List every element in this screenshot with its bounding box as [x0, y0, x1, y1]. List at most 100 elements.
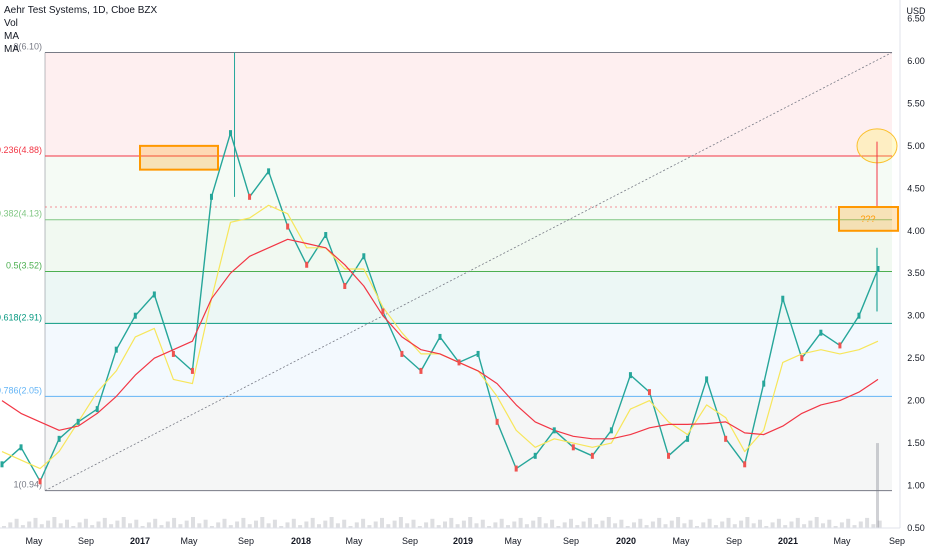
volume-bar	[58, 523, 63, 528]
volume-bar	[632, 522, 636, 528]
fib-zone	[45, 156, 892, 220]
volume-bar	[298, 525, 303, 528]
volume-bar	[222, 518, 227, 528]
volume-bar	[128, 523, 132, 528]
volume-bar	[2, 526, 6, 528]
price-point	[0, 461, 4, 468]
volume-bar	[291, 518, 296, 528]
volume-bar	[506, 525, 510, 528]
volume-bar	[361, 518, 366, 528]
volume-bar	[449, 517, 454, 528]
volume-bar	[474, 523, 479, 528]
y-tick-label: 5.00	[907, 141, 925, 151]
volume-bar	[417, 526, 422, 528]
chart-title: Aehr Test Systems, 1D, Cboe BZX	[4, 5, 158, 16]
volume-bar	[638, 518, 643, 528]
volume-bar	[71, 526, 76, 528]
volume-bar	[392, 520, 397, 528]
volume-bar	[877, 520, 882, 528]
y-tick-label: 4.00	[907, 226, 925, 236]
volume-bar	[46, 520, 51, 528]
volume-bar	[348, 526, 353, 528]
volume-bar	[468, 517, 473, 528]
volume-bar	[115, 520, 120, 528]
volume-bar	[77, 522, 82, 528]
price-point	[457, 359, 461, 366]
x-tick-label: 2017	[130, 536, 150, 546]
price-point	[362, 253, 366, 260]
volume-bar	[814, 517, 819, 528]
volume-bar	[304, 521, 309, 528]
price-point	[781, 295, 785, 302]
volume-bar	[821, 523, 825, 528]
volume-bar	[254, 520, 258, 528]
volume-bar	[556, 526, 561, 528]
volume-bar	[134, 519, 139, 528]
currency-label: USD	[906, 6, 926, 16]
volume-bar	[688, 519, 693, 528]
volume-bar	[739, 520, 744, 528]
volume-bar	[827, 519, 832, 528]
y-tick-label: 1.00	[907, 481, 925, 491]
price-point	[686, 435, 690, 442]
fib-zone	[45, 396, 892, 491]
volume-bar	[260, 517, 265, 528]
x-tick-label: May	[25, 536, 43, 546]
volume-bar	[600, 520, 605, 528]
price-axis-background	[900, 0, 932, 550]
volume-bar	[191, 517, 195, 528]
price-point	[705, 376, 709, 383]
volume-bar	[14, 518, 19, 528]
price-point	[95, 406, 99, 413]
volume-bar	[846, 518, 851, 528]
price-point	[514, 465, 518, 472]
volume-bar	[531, 520, 536, 528]
price-point	[305, 261, 309, 268]
volume-bar	[676, 517, 681, 528]
volume-bar	[178, 524, 183, 528]
volume-bar	[203, 519, 208, 528]
price-point	[76, 418, 80, 425]
volume-bar	[613, 523, 618, 528]
volume-bar	[109, 524, 114, 528]
volume-bar	[537, 517, 542, 528]
volume-bar	[411, 519, 416, 528]
price-point	[133, 312, 137, 319]
fib-level-label: 1(0.94)	[13, 480, 42, 490]
volume-bar	[518, 517, 523, 528]
volume-bar	[839, 522, 844, 528]
volume-bar	[83, 518, 88, 528]
volume-bar	[209, 526, 214, 528]
x-tick-label: May	[833, 536, 851, 546]
volume-bar	[159, 525, 164, 528]
x-tick-label: Sep	[889, 536, 905, 546]
volume-bar	[606, 517, 611, 528]
volume-bar	[524, 524, 529, 528]
volume-bar	[751, 523, 756, 528]
volume-bar	[587, 517, 592, 528]
volume-bar	[266, 523, 271, 528]
volume-bar	[562, 522, 567, 528]
price-point	[552, 427, 556, 434]
volume-bar	[146, 522, 151, 528]
x-tick-label: 2020	[616, 536, 636, 546]
legend-vol: Vol	[4, 18, 18, 29]
volume-bar	[20, 525, 25, 528]
volume-bar	[165, 521, 170, 528]
price-point	[590, 452, 594, 459]
fib-level-label: 0.5(3.52)	[6, 261, 42, 271]
price-point	[724, 435, 728, 442]
x-tick-label: Sep	[726, 536, 742, 546]
volume-bar	[695, 526, 699, 528]
price-point	[533, 452, 537, 459]
volume-bar	[569, 518, 573, 528]
x-tick-label: May	[504, 536, 522, 546]
price-point	[876, 266, 880, 272]
volume-bar	[732, 524, 737, 528]
y-tick-label: 0.50	[907, 523, 925, 533]
volume-bar	[871, 524, 876, 528]
price-point	[267, 168, 271, 175]
volume-bar	[354, 522, 359, 528]
